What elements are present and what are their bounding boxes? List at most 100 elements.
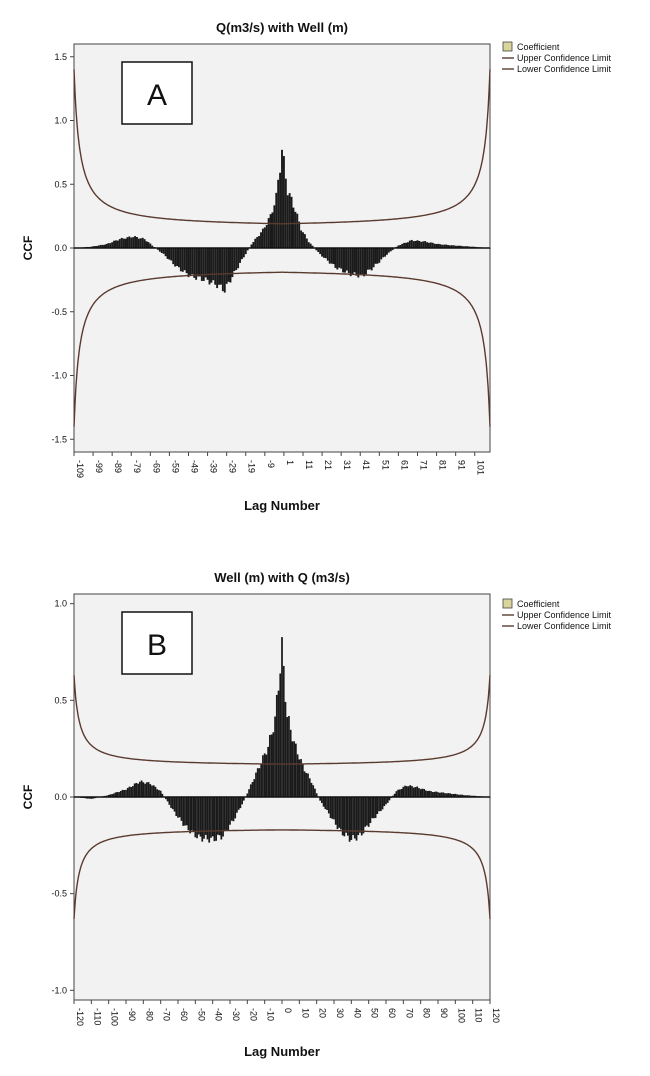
coefficient-bar bbox=[340, 248, 343, 269]
coefficient-bar bbox=[223, 797, 226, 830]
x-tick-label: -30 bbox=[231, 1008, 241, 1021]
coefficient-bar bbox=[90, 797, 93, 799]
x-tick-label: -19 bbox=[247, 460, 257, 473]
coefficient-bar bbox=[237, 797, 240, 810]
coefficient-bar bbox=[402, 786, 405, 797]
coefficient-bar bbox=[461, 794, 464, 797]
coefficient-bar bbox=[262, 755, 264, 797]
coefficient-bar bbox=[149, 243, 152, 248]
y-axis-label: CCF bbox=[21, 785, 35, 810]
coefficient-bar bbox=[105, 243, 108, 248]
coefficient-bar bbox=[178, 797, 181, 818]
coefficient-bar bbox=[321, 248, 324, 257]
coefficient-bar bbox=[391, 248, 394, 251]
coefficient-bar bbox=[85, 797, 87, 799]
coefficient-bar bbox=[459, 794, 462, 797]
coefficient-bar bbox=[269, 214, 272, 248]
coefficient-bar bbox=[107, 794, 110, 797]
coefficient-bar bbox=[324, 248, 327, 259]
ccf-chart-a: Q(m3/s) with Well (m) 1.5 1.0 0.5 0.0 -0.5 -1.… bbox=[21, 20, 612, 513]
coefficient-bar bbox=[419, 789, 422, 797]
coefficient-bar bbox=[458, 245, 461, 248]
x-tick-label: -39 bbox=[209, 460, 219, 473]
coefficient-bar bbox=[187, 248, 190, 278]
coefficient-bar bbox=[88, 797, 91, 799]
coefficient-bar bbox=[410, 239, 413, 248]
coefficient-bar bbox=[452, 793, 455, 797]
coefficient-bar bbox=[231, 248, 234, 278]
coefficient-bar bbox=[273, 205, 276, 248]
coefficient-bar bbox=[255, 772, 257, 797]
coefficient-bar bbox=[452, 245, 455, 248]
coefficient-bar bbox=[389, 248, 392, 252]
coefficient-bar bbox=[274, 716, 276, 797]
coefficient-bar bbox=[376, 797, 379, 815]
y-axis-label: CCF bbox=[21, 236, 35, 261]
coefficient-bar bbox=[348, 797, 351, 842]
coefficient-bar bbox=[267, 746, 269, 797]
coefficient-bar bbox=[310, 782, 313, 797]
coefficient-bar bbox=[385, 797, 387, 805]
coefficient-bar bbox=[217, 797, 219, 835]
coefficient-bar bbox=[137, 238, 140, 248]
coefficient-bar bbox=[218, 248, 220, 285]
coefficient-bar bbox=[229, 248, 232, 283]
coefficient-bar bbox=[397, 789, 399, 797]
coefficient-bar bbox=[466, 795, 469, 797]
x-tick-label: -60 bbox=[179, 1008, 189, 1021]
coefficient-bar bbox=[185, 797, 188, 826]
coefficient-bar bbox=[347, 797, 349, 836]
x-tick-label: 30 bbox=[335, 1008, 345, 1018]
coefficient-bar bbox=[113, 793, 115, 797]
x-axis-label: Lag Number bbox=[244, 1044, 320, 1059]
x-tick-label: -79 bbox=[132, 460, 142, 473]
coefficient-bar bbox=[288, 716, 290, 797]
coefficient-bar bbox=[248, 789, 250, 797]
coefficient-bar bbox=[126, 237, 129, 248]
coefficient-bar bbox=[101, 244, 104, 248]
coefficient-bar bbox=[116, 240, 119, 248]
coefficient-bar bbox=[192, 797, 195, 831]
coefficient-bar bbox=[168, 248, 171, 260]
coefficient-bar bbox=[332, 248, 335, 265]
coefficient-bar bbox=[418, 241, 421, 248]
coefficient-bar bbox=[171, 797, 174, 810]
coefficient-bar bbox=[406, 242, 409, 248]
coefficient-bar bbox=[92, 797, 94, 799]
coefficient-bar bbox=[350, 797, 353, 840]
coefficient-bar bbox=[431, 792, 434, 797]
coefficient-bar bbox=[139, 781, 141, 797]
coefficient-bar bbox=[180, 797, 183, 821]
coefficient-bar bbox=[243, 797, 245, 801]
coefficient-bar bbox=[340, 797, 342, 830]
coefficient-bar bbox=[204, 797, 207, 835]
x-tick-label: -109 bbox=[75, 460, 85, 478]
x-tick-label: 110 bbox=[474, 1008, 484, 1022]
coefficient-bar bbox=[445, 244, 448, 248]
coefficient-bar bbox=[403, 242, 406, 248]
y-tick-label: -0.5 bbox=[51, 889, 67, 899]
coefficient-bar bbox=[338, 797, 341, 828]
coefficient-bar bbox=[428, 790, 431, 797]
coefficient-bar bbox=[198, 248, 201, 277]
coefficient-bar bbox=[151, 245, 154, 248]
coefficient-bar bbox=[254, 238, 257, 248]
coefficient-bar bbox=[281, 149, 283, 248]
legend-swatch-coefficient bbox=[502, 41, 513, 52]
y-tick-label: -1.0 bbox=[51, 985, 67, 995]
coefficient-bar bbox=[457, 794, 460, 797]
coefficient-bar bbox=[468, 795, 471, 797]
coefficient-bar bbox=[203, 797, 205, 839]
coefficient-bar bbox=[123, 789, 126, 797]
coefficient-bar bbox=[395, 791, 398, 797]
coefficient-bar bbox=[386, 797, 389, 803]
coefficient-bar bbox=[172, 248, 175, 265]
coefficient-bar bbox=[369, 797, 372, 823]
coefficient-bar bbox=[121, 789, 124, 797]
coefficient-bar bbox=[215, 797, 217, 841]
coefficient-bar bbox=[384, 248, 386, 257]
coefficient-bar bbox=[195, 248, 198, 280]
coefficient-bar bbox=[265, 225, 268, 248]
legend-label-upper: Upper Confidence Limit bbox=[517, 610, 612, 620]
coefficient-bar bbox=[404, 785, 406, 797]
